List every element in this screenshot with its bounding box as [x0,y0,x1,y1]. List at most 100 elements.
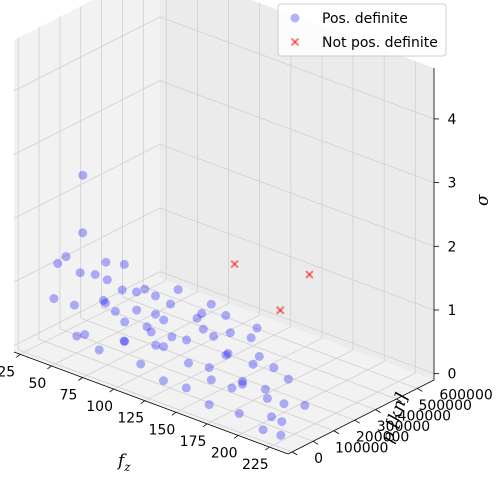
data-point-pos-definite [61,252,71,262]
legend-marker-pos-definite [290,13,300,23]
data-points [49,170,314,440]
y-gridline [101,0,376,410]
z-tick-label: 3 [448,176,457,192]
data-point-pos-definite [204,363,214,373]
y-tick [333,430,340,435]
data-point-pos-definite [227,383,237,393]
data-point-pos-definite [102,275,112,285]
y-tick-label: 600000 [439,387,492,403]
data-point-pos-definite [132,287,141,297]
y-tick-label: 100000 [335,440,388,456]
data-point-pos-definite [69,300,79,310]
x-gridline [113,3,261,390]
data-point-pos-definite [221,311,231,320]
data-point-pos-definite [262,393,272,403]
data-point-pos-definite [197,308,207,318]
y-tick [312,440,319,445]
data-point-pos-definite [237,379,247,389]
axis-spines [13,68,435,455]
x-marker-stroke [290,37,300,47]
data-point-pos-definite [151,309,160,319]
data-point-pos-definite [90,270,100,279]
data-point-pos-definite [120,337,130,346]
data-point-pos-definite [248,359,258,369]
x-tick-label: 200 [211,445,238,461]
data-point-pos-definite [277,417,287,427]
data-point-pos-definite [78,228,88,238]
gridlines [13,0,435,453]
y-gridline [80,6,355,421]
data-point-pos-definite [166,299,175,309]
data-point-pos-definite [75,268,85,278]
y-tick-label: 200000 [356,430,409,446]
data-point-pos-definite [159,342,168,352]
y-gridline [38,27,314,442]
y-gridline [17,37,293,453]
data-point-pos-definite [182,335,191,345]
data-point-pos-definite [49,294,59,304]
legend-label: Pos. definite [322,11,408,27]
x-tick-label: 175 [180,434,207,450]
data-point-pos-definite [94,345,104,355]
x-gridline [175,26,323,413]
x-gridline [144,14,292,402]
x-marker-stroke [305,270,314,279]
data-point-pos-definite [78,170,88,180]
x-gridline [238,49,385,436]
data-point-pos-definite [221,350,231,360]
x-gridline [20,0,167,355]
data-point-pos-definite [173,285,183,295]
y-tick-label: 0 [314,451,323,467]
y-gridline [122,0,397,400]
z-axis-title: σ [473,194,493,206]
data-point-pos-definite [181,383,191,393]
data-point-pos-definite [238,376,247,386]
y-tick [291,451,298,456]
x-tick-label: 150 [149,422,176,438]
x-marker-stroke [230,259,239,269]
data-point-pos-definite [119,336,129,346]
data-point-not-pos-definite [276,306,285,315]
x-tick-label: 225 [242,457,269,473]
y-tick-label: 500000 [418,398,471,414]
data-point-pos-definite [192,313,202,323]
data-point-pos-definite [252,323,262,333]
data-point-pos-definite [204,400,214,410]
data-point-pos-definite [246,333,256,343]
data-point-not-pos-definite [230,259,239,269]
x-tick-label: 125 [117,411,144,427]
y-gridline [142,0,418,389]
data-point-pos-definite [53,259,63,268]
z-gridline [13,143,435,247]
data-point-not-pos-definite [305,270,314,279]
data-point-pos-definite [198,324,208,334]
x-tick [265,446,270,451]
data-point-pos-definite [206,375,216,385]
y-tick-label: 400000 [398,409,451,425]
data-point-pos-definite [146,327,156,337]
legend-box [277,3,447,57]
x-gridline [82,0,229,378]
x-tick [171,411,177,416]
x-tick [47,365,52,370]
data-point-pos-definite [276,430,286,440]
y-tick-label: 300000 [377,419,430,435]
x-axis-title: fz [116,451,131,474]
data-point-pos-definite [119,259,129,269]
data-point-pos-definite [258,425,268,435]
data-point-pos-definite [267,412,276,422]
data-point-pos-definite [142,322,152,332]
data-point-pos-definite [110,306,120,316]
data-point-pos-definite [72,331,82,341]
data-point-pos-definite [99,295,108,305]
data-point-pos-definite [117,285,127,295]
data-point-pos-definite [260,384,270,394]
data-point-pos-definite [209,331,219,341]
data-point-pos-definite [159,315,169,325]
x-tick-label: 50 [28,376,46,392]
data-point-pos-definite [140,284,150,294]
y-tick [375,409,381,413]
data-point-pos-definite [101,257,111,267]
